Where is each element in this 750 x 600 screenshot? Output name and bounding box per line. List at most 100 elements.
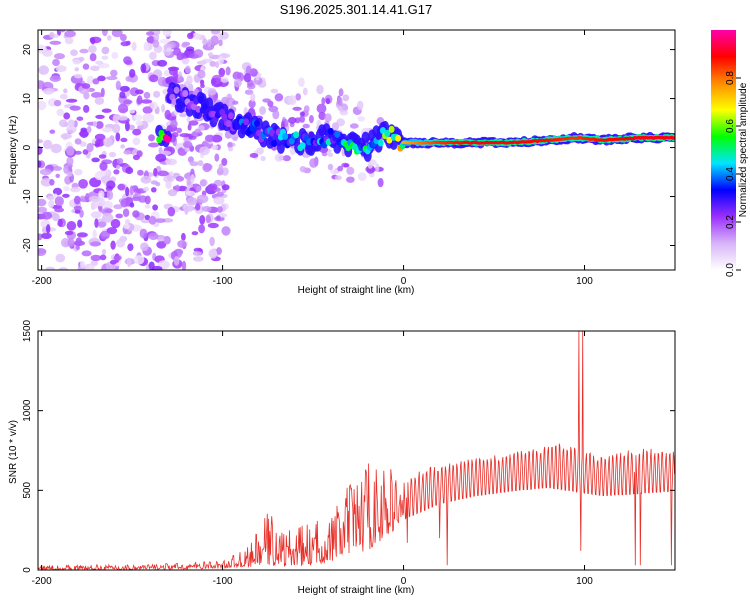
noise-blob [106, 76, 118, 81]
noise-blob [186, 115, 191, 123]
noise-blob [294, 117, 301, 124]
noise-blob [181, 43, 188, 48]
noise-blob [196, 185, 202, 192]
noise-blob [143, 186, 150, 192]
colorbar [711, 30, 736, 270]
noise-blob [155, 218, 166, 224]
noise-blob [56, 108, 65, 117]
noise-blob [259, 106, 266, 115]
colorbar-tick-label: 0.8 [725, 71, 736, 85]
noise-blob [49, 129, 56, 134]
noise-blob [190, 174, 195, 184]
noise-blob [260, 155, 266, 162]
noise-blob [213, 196, 225, 205]
noise-blob [94, 218, 99, 229]
noise-blob [88, 264, 95, 270]
noise-blob [125, 186, 130, 197]
noise-blob [142, 106, 153, 114]
noise-blob [125, 76, 133, 82]
noise-blob [140, 242, 149, 251]
noise-blob [248, 99, 256, 109]
noise-blob [143, 41, 149, 52]
noise-blob [146, 31, 155, 36]
ridge-mid [167, 87, 174, 95]
noise-blob [175, 184, 180, 191]
noise-blob [79, 48, 89, 54]
noise-blob [270, 88, 279, 94]
noise-blob [49, 31, 55, 39]
noise-blob [214, 153, 220, 162]
noise-blob [81, 83, 91, 89]
noise-blob [95, 60, 104, 65]
ridge-mid [234, 122, 241, 130]
noise-blob [131, 41, 137, 51]
noise-blob [113, 169, 120, 175]
noise-blob [63, 112, 71, 120]
noise-blob [38, 198, 47, 207]
noise-blob [110, 240, 116, 250]
noise-blob [136, 95, 143, 105]
noise-blob [228, 146, 234, 152]
noise-blob [119, 91, 126, 99]
noise-blob [122, 208, 130, 217]
noise-blob [55, 173, 60, 178]
heatmap-plot [38, 30, 675, 270]
noise-blob [165, 158, 178, 166]
noise-blob [90, 65, 100, 72]
noise-blob [188, 135, 197, 140]
noise-blob [218, 67, 225, 78]
y-tick-label: -10 [22, 189, 33, 204]
noise-blob [221, 226, 231, 236]
noise-blob [308, 115, 314, 124]
noise-blob [256, 147, 264, 155]
noise-blob [207, 52, 214, 57]
noise-blob [193, 247, 203, 253]
y-tick-label: 20 [22, 44, 33, 56]
noise-blob [334, 175, 342, 181]
noise-blob [377, 178, 384, 188]
noise-blob [123, 150, 132, 155]
noise-blob [90, 254, 102, 262]
x-tick-label: -200 [32, 276, 52, 287]
noise-blob [123, 56, 132, 65]
noise-blob [173, 47, 182, 56]
noise-blob [73, 205, 82, 211]
noise-blob [66, 125, 77, 134]
noise-blob [115, 80, 121, 91]
noise-blob [149, 51, 157, 60]
noise-blob [157, 59, 168, 67]
noise-blob [66, 221, 77, 231]
noise-blob [66, 171, 73, 177]
noise-blob [171, 132, 179, 138]
noise-blob [325, 98, 331, 105]
noise-blob [140, 175, 152, 184]
noise-blob [274, 153, 284, 162]
noise-blob [101, 108, 112, 113]
noise-blob [197, 69, 206, 79]
noise-blob [38, 248, 47, 256]
noise-blob [94, 96, 105, 105]
ridge-mid [175, 98, 182, 106]
noise-blob [79, 260, 86, 269]
noise-blob [69, 187, 81, 193]
noise-blob [177, 76, 185, 83]
noise-blob [173, 255, 180, 266]
noise-blob [287, 95, 297, 106]
noise-blob [132, 128, 142, 136]
noise-blob [367, 163, 373, 169]
x-tick-label: -100 [213, 276, 233, 287]
noise-blob [97, 75, 106, 82]
noise-blob [210, 78, 217, 85]
noise-blob [64, 230, 74, 236]
noise-blob [161, 103, 166, 113]
noise-blob [207, 87, 217, 96]
noise-blob [41, 211, 53, 220]
noise-blob [157, 170, 169, 177]
noise-blob [127, 243, 134, 251]
noise-blob [95, 114, 105, 119]
snr-y-ticks: 0 500 1000 1500 [22, 319, 675, 573]
noise-blob [186, 176, 192, 186]
noise-blob [81, 250, 92, 257]
noise-blob [195, 203, 201, 211]
chart-title: S196.2025.301.14.41.G17 [280, 2, 433, 17]
